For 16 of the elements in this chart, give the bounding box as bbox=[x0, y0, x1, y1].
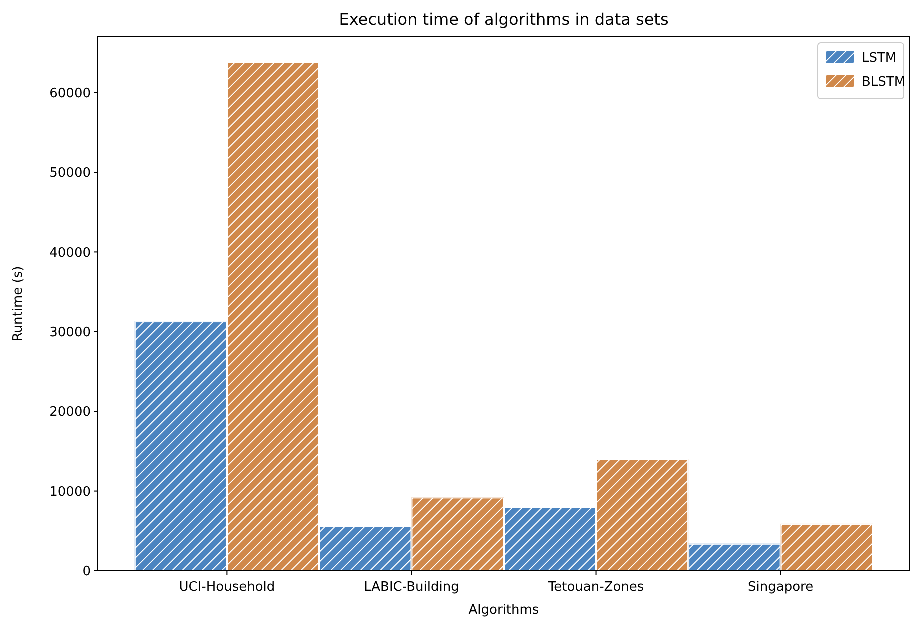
y-tick-label: 40000 bbox=[50, 246, 91, 261]
y-tick-label: 0 bbox=[82, 564, 91, 580]
y-tick-label: 50000 bbox=[50, 166, 91, 182]
legend-label: LSTM bbox=[862, 51, 897, 66]
y-tick-label: 20000 bbox=[50, 405, 91, 420]
legend-label: BLSTM bbox=[862, 75, 906, 90]
x-tick-label: Tetouan-Zones bbox=[547, 580, 644, 595]
y-tick-label: 10000 bbox=[50, 484, 91, 500]
y-tick-label: 60000 bbox=[50, 86, 91, 102]
x-tick-label: LABIC-Building bbox=[364, 580, 460, 595]
x-tick-label: UCI-Household bbox=[179, 580, 276, 595]
y-tick-label: 30000 bbox=[50, 325, 91, 340]
x-axis-title: Algorithms bbox=[468, 603, 540, 618]
y-axis-title: Runtime (s) bbox=[11, 266, 26, 342]
x-tick-label: Singapore bbox=[748, 580, 814, 595]
chart-title: Execution time of algorithms in data sets bbox=[339, 10, 669, 29]
